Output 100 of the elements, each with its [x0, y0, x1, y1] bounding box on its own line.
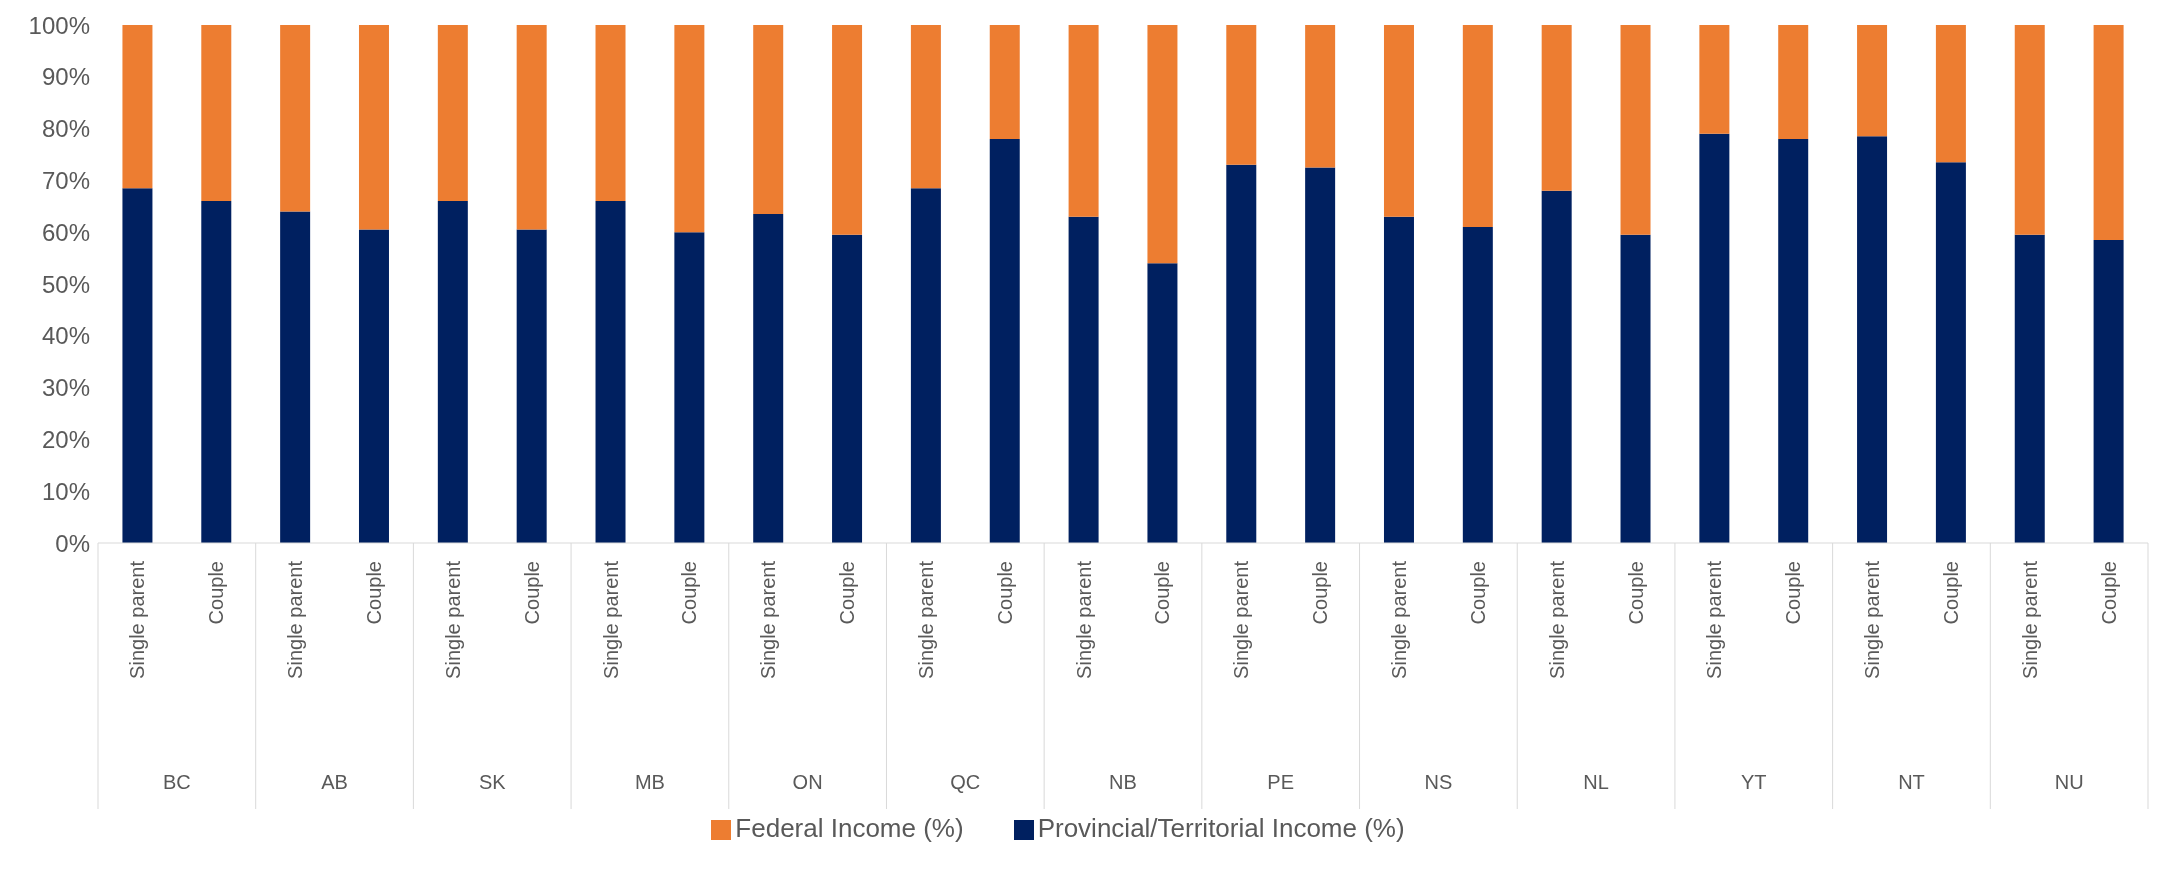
bar [1541, 25, 1572, 191]
x-tick-label: Couple [1782, 561, 1805, 625]
bar [2093, 239, 2124, 543]
legend-label: Provincial/Territorial Income (%) [1037, 813, 1405, 843]
bar [1068, 216, 1099, 543]
bar [595, 201, 626, 543]
y-tick-label: 70% [41, 166, 90, 194]
bar [1305, 25, 1336, 168]
bar [1462, 25, 1493, 228]
bar [1541, 190, 1572, 543]
text: NU [2054, 771, 2084, 793]
bar [1778, 138, 1809, 543]
x-tick-label: Single parent [1072, 560, 1095, 679]
text: NB [1109, 771, 1137, 793]
bar [516, 25, 547, 230]
y-tick-label: 60% [41, 218, 90, 246]
bar [674, 232, 705, 543]
bar [1620, 25, 1651, 235]
x-tick-label: Couple [1466, 561, 1489, 625]
bar [1699, 25, 1730, 134]
x-tick-label: Single parent [914, 560, 937, 679]
x-tick-label: Single parent [757, 560, 780, 679]
bar [1778, 25, 1809, 139]
bar [280, 211, 311, 543]
x-tick-label: Single parent [1861, 560, 1884, 679]
bar [674, 25, 705, 233]
bar [358, 25, 389, 230]
bar [1383, 216, 1414, 543]
x-tick-label: Couple [362, 561, 385, 625]
bar [832, 25, 863, 235]
x-tick-label: Single parent [1230, 560, 1253, 679]
bar [1226, 164, 1257, 543]
bar [1857, 25, 1888, 137]
y-tick-label: 30% [41, 374, 90, 402]
y-tick-label: 50% [41, 270, 90, 298]
x-tick-label: Couple [1624, 561, 1647, 625]
y-tick-label: 40% [41, 322, 90, 350]
bar [1935, 25, 1966, 163]
x-tick-label: Single parent [284, 560, 307, 679]
bar [1147, 25, 1178, 264]
x-tick-label: Single parent [1387, 560, 1410, 679]
text: QC [950, 771, 981, 793]
bar [2093, 25, 2124, 240]
bar [1620, 234, 1651, 543]
text: NL [1583, 771, 1609, 793]
text: NS [1424, 771, 1453, 793]
bar [1857, 136, 1888, 543]
text: SK [478, 771, 507, 793]
bar [2014, 234, 2045, 543]
y-tick-label: 100% [28, 11, 90, 39]
text: NT [1898, 771, 1925, 793]
text: BC [162, 771, 191, 793]
y-tick-label: 10% [41, 477, 90, 505]
text: ON [792, 771, 823, 793]
text: YT [1740, 771, 1767, 793]
y-tick-label: 90% [41, 63, 90, 91]
x-tick-label: Single parent [1703, 560, 1726, 679]
bar [1226, 25, 1257, 165]
bar [201, 25, 232, 202]
bar [122, 188, 153, 543]
x-tick-label: Couple [1939, 561, 1962, 625]
bar [1383, 25, 1414, 217]
bar [753, 214, 784, 543]
x-tick-label: Single parent [441, 560, 464, 679]
bar [280, 25, 311, 212]
bar [1699, 133, 1730, 543]
bar [437, 201, 468, 543]
bar [122, 25, 153, 189]
bar [910, 188, 941, 543]
x-tick-label: Single parent [126, 560, 149, 679]
bar [437, 25, 468, 202]
bar [1068, 25, 1099, 217]
bar [832, 234, 863, 543]
bar [989, 25, 1020, 139]
y-tick-label: 0% [55, 529, 90, 557]
text: MB [634, 771, 665, 793]
bar [910, 25, 941, 189]
bar [989, 138, 1020, 543]
y-tick-label: 80% [41, 115, 90, 143]
x-tick-label: Couple [1309, 561, 1332, 625]
x-tick-label: Single parent [1545, 560, 1568, 679]
bar [753, 25, 784, 215]
bar [595, 25, 626, 202]
x-tick-label: Couple [836, 561, 859, 625]
bar [2014, 25, 2045, 235]
bar [1147, 263, 1178, 543]
text: AB [321, 771, 348, 793]
bar [201, 201, 232, 543]
y-tick-label: 20% [41, 425, 90, 453]
x-tick-label: Single parent [599, 560, 622, 679]
x-tick-label: Couple [678, 561, 701, 625]
x-tick-label: Couple [520, 561, 543, 625]
bar [1462, 227, 1493, 543]
x-tick-label: Single parent [2018, 560, 2041, 679]
x-tick-label: Couple [1151, 561, 1174, 625]
text: PE [1267, 771, 1295, 793]
bar [516, 229, 547, 543]
x-tick-label: Couple [205, 561, 228, 625]
legend-label: Federal Income (%) [735, 813, 964, 843]
x-tick-label: Couple [993, 561, 1016, 625]
